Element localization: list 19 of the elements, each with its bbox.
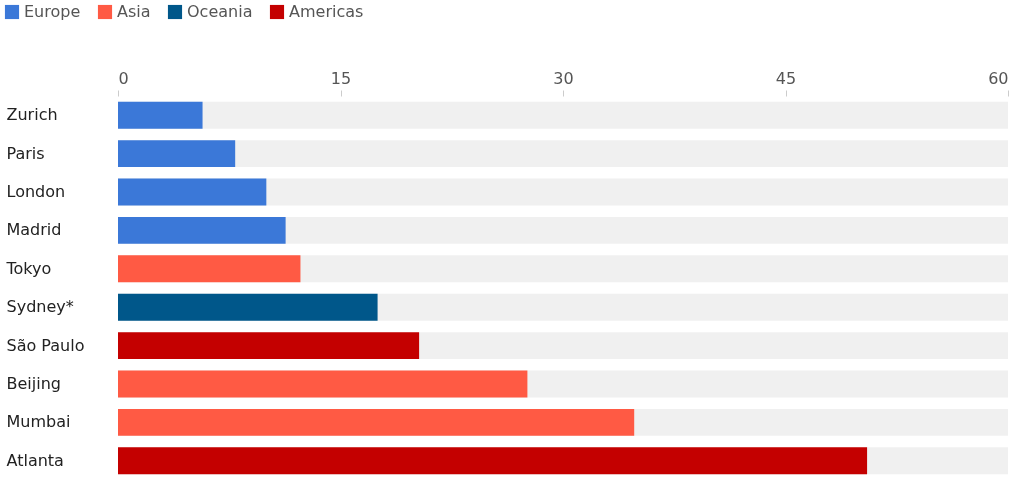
y-tick-label: Sydney* [6,297,74,317]
y-tick-label: Atlanta [6,450,64,470]
x-tick-label: 0 [118,68,129,88]
y-tick-label: Mumbai [6,412,71,432]
y-tick-label: London [6,182,66,201]
y-tick-label: Paris [6,143,45,163]
x-tick-label: 30 [553,68,574,88]
legend-label: Europe [24,2,81,21]
legend-label: Asia [117,2,151,21]
y-tick-label: Madrid [6,220,62,240]
y-tick-label: São Paulo [6,335,85,355]
y-tick-label: Zurich [6,105,58,125]
y-tick-label: Tokyo [5,258,52,278]
x-tick-label: 15 [330,68,352,88]
x-tick-label: 60 [988,68,1009,88]
x-tick-label: 45 [775,68,797,88]
legend-label: Americas [289,2,364,21]
legend-label: Oceania [187,2,253,21]
y-tick-label: Beijing [6,374,61,393]
